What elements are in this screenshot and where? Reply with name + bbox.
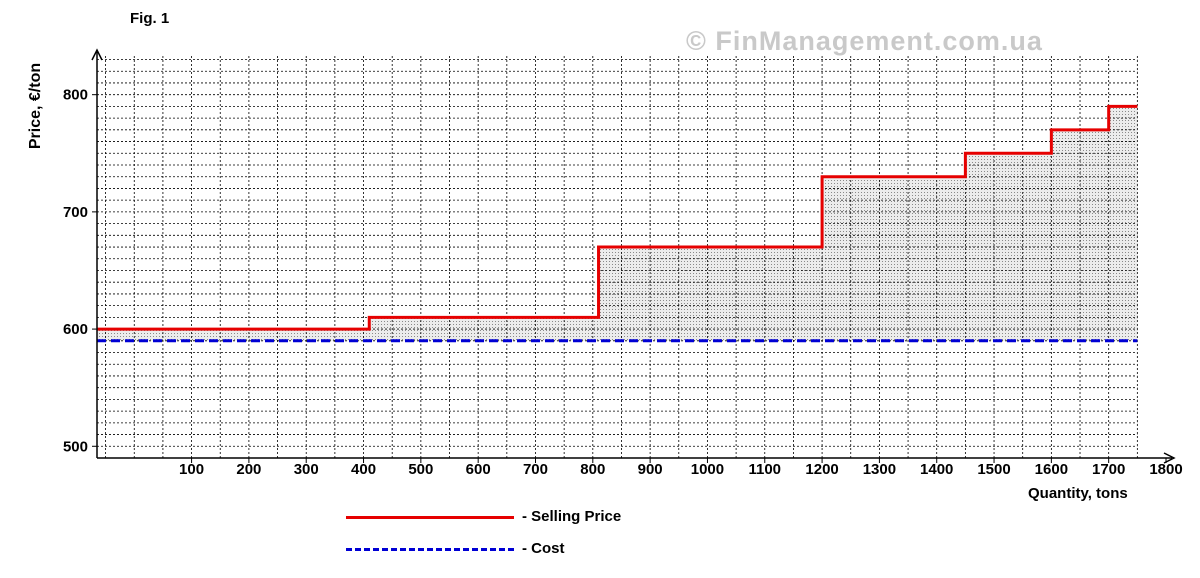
tick-labels: 100 200 300 400 500 600 700 800 900 1000 1100 1200 1… [63, 87, 1183, 478]
x-tick-label: 800 [580, 461, 605, 478]
x-tick-label: 1200 [805, 461, 838, 478]
y-axis-arrow [91, 48, 103, 61]
grid [97, 56, 1138, 459]
x-tick-label: 500 [408, 461, 433, 478]
x-tick-label: 1600 [1035, 461, 1068, 478]
x-tick-label: 100 [179, 461, 204, 478]
watermark: © FinManagement.com.ua [686, 26, 1043, 56]
x-tick-label: 1500 [977, 461, 1010, 478]
x-axis-label: Quantity, tons [1028, 485, 1128, 502]
x-tick-label: 1700 [1092, 461, 1125, 478]
legend-label-cost: - Cost [522, 540, 565, 557]
y-axis-label: Price, €/ton [27, 62, 44, 150]
x-tick-label: 1300 [863, 461, 896, 478]
x-tick-label: 900 [638, 461, 663, 478]
legend-swatch-selling-price [346, 516, 514, 519]
x-tick-label: 1000 [691, 461, 724, 478]
y-tick-label: 700 [63, 204, 88, 221]
x-axis-arrow [1163, 452, 1176, 464]
y-tick-label: 800 [63, 87, 88, 104]
figure-label: Fig. 1 [130, 10, 170, 27]
x-tick-label: 1100 [748, 461, 781, 478]
x-tick-label: 200 [236, 461, 261, 478]
legend-swatch-cost [346, 548, 514, 551]
y-tick-label: 500 [63, 438, 88, 455]
legend-label-selling-price: - Selling Price [522, 508, 622, 525]
x-tick-label: 700 [523, 461, 548, 478]
x-tick-label: 1800 [1149, 461, 1182, 478]
x-tick-label: 600 [466, 461, 491, 478]
series [97, 104, 1138, 343]
series-selling-price-line [97, 104, 1138, 331]
x-tick-label: 400 [351, 461, 376, 478]
axes [91, 48, 1176, 464]
y-tick-label: 600 [63, 321, 88, 338]
x-tick-label: 1400 [920, 461, 953, 478]
x-tick-label: 300 [294, 461, 319, 478]
